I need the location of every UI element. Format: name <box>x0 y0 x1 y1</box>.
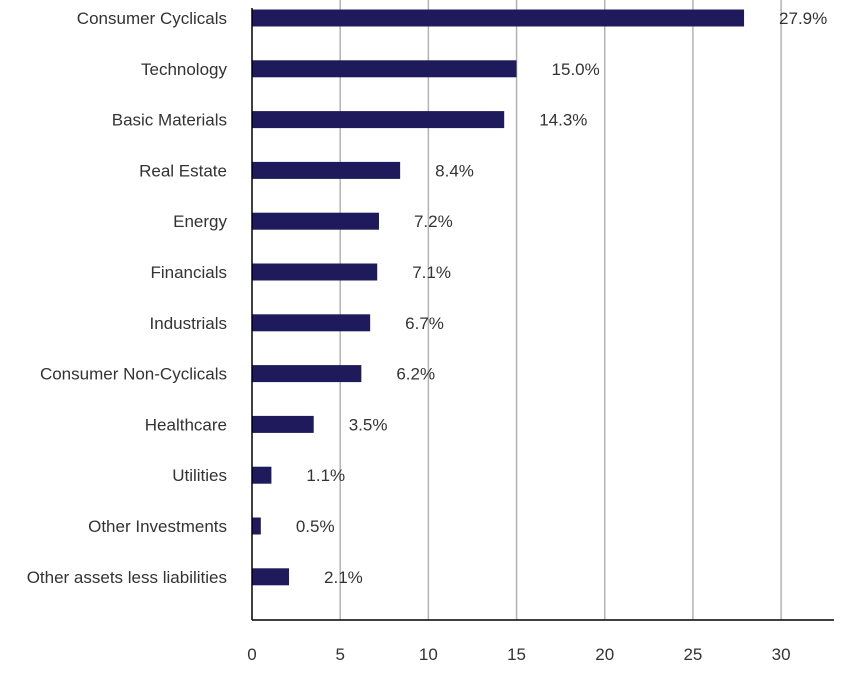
category-label: Other assets less liabilities <box>27 568 227 587</box>
bar <box>252 161 401 179</box>
data-label: 8.4% <box>435 161 474 180</box>
bar <box>252 517 261 535</box>
x-tick-label: 15 <box>507 645 526 664</box>
category-label: Real Estate <box>139 161 227 180</box>
gridlines <box>339 0 782 620</box>
data-label: 14.3% <box>539 111 587 130</box>
category-label: Other Investments <box>88 517 227 536</box>
bar <box>252 263 378 281</box>
data-label: 3.5% <box>349 415 388 434</box>
data-label: 6.2% <box>396 365 435 384</box>
bar <box>252 111 505 129</box>
x-tick-label: 20 <box>595 645 614 664</box>
data-label: 27.9% <box>779 9 827 28</box>
category-label: Technology <box>141 60 228 79</box>
data-label: 1.1% <box>306 466 345 485</box>
category-label: Industrials <box>150 314 227 333</box>
axes <box>251 8 834 621</box>
x-tick-label: 0 <box>247 645 256 664</box>
category-label: Healthcare <box>145 415 227 434</box>
category-label: Financials <box>150 263 227 282</box>
data-label: 15.0% <box>552 60 600 79</box>
category-label: Consumer Cyclicals <box>77 9 227 28</box>
category-label: Consumer Non-Cyclicals <box>40 365 227 384</box>
bars <box>252 9 745 586</box>
data-label: 2.1% <box>324 568 363 587</box>
x-tick-label: 10 <box>419 645 438 664</box>
bar <box>252 365 362 383</box>
x-tick-label: 25 <box>683 645 702 664</box>
bar <box>252 415 314 433</box>
data-label: 6.7% <box>405 314 444 333</box>
x-tick-label: 5 <box>335 645 344 664</box>
data-label: 7.1% <box>412 263 451 282</box>
bar <box>252 466 272 484</box>
bar <box>252 60 517 78</box>
category-label: Energy <box>173 212 227 231</box>
category-label: Basic Materials <box>112 111 227 130</box>
data-label: 7.2% <box>414 212 453 231</box>
x-tick-label: 30 <box>772 645 791 664</box>
bar <box>252 568 290 586</box>
bar <box>252 212 379 230</box>
category-label: Utilities <box>172 466 227 485</box>
labels: 0 5 10 15 20 25 30 Consumer Cyclicals 27.9% Techn… <box>27 9 828 664</box>
bar <box>252 9 745 27</box>
data-label: 0.5% <box>296 517 335 536</box>
bar <box>252 314 371 332</box>
